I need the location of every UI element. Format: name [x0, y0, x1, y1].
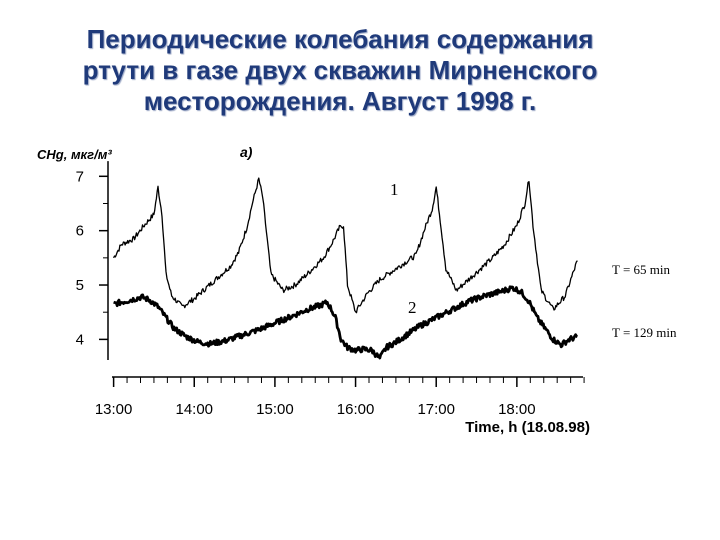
series-1-period: T = 65 min — [612, 262, 671, 277]
title-line-3: месторождения. Август 1998 г. — [143, 86, 537, 116]
x-axis-title: Time, h (18.08.98) — [465, 419, 590, 436]
y-tick-label: 4 — [76, 331, 84, 348]
y-tick-label: 6 — [76, 223, 84, 240]
title-line-1: Периодические колебания содержания — [86, 24, 594, 54]
series-2-label: 2 — [408, 298, 417, 317]
x-axis: 13:00 14:00 15:00 16:00 17:00 18:00 — [95, 376, 585, 418]
x-tick-label: 16:00 — [337, 401, 375, 418]
x-tick-label: 17:00 — [417, 401, 455, 418]
panel-label: а) — [240, 144, 253, 160]
x-tick-label: 14:00 — [175, 401, 213, 418]
series-1-label: 1 — [390, 180, 399, 199]
slide-title: Периодические колебания содержания ртути… — [20, 24, 660, 117]
x-tick-label: 15:00 — [256, 401, 294, 418]
series-2-line — [113, 285, 578, 360]
x-tick-label: 18:00 — [498, 401, 536, 418]
x-tick-label: 13:00 — [95, 401, 133, 418]
series-2-period: T = 129 min — [612, 325, 677, 340]
series-1-line — [113, 177, 578, 314]
chart-labels: CHg, мкг/м³ а) 1 2 T = 65 min T = 129 min Time… — [37, 144, 677, 436]
title-line-2: ртути в газе двух скважин Мирненского — [82, 55, 598, 85]
series-group — [113, 177, 578, 360]
y-axis-title: CHg, мкг/м³ — [37, 147, 112, 162]
y-tick-label: 5 — [76, 277, 84, 294]
y-axis: 7 6 5 4 — [76, 161, 109, 361]
y-tick-label: 7 — [76, 168, 84, 185]
